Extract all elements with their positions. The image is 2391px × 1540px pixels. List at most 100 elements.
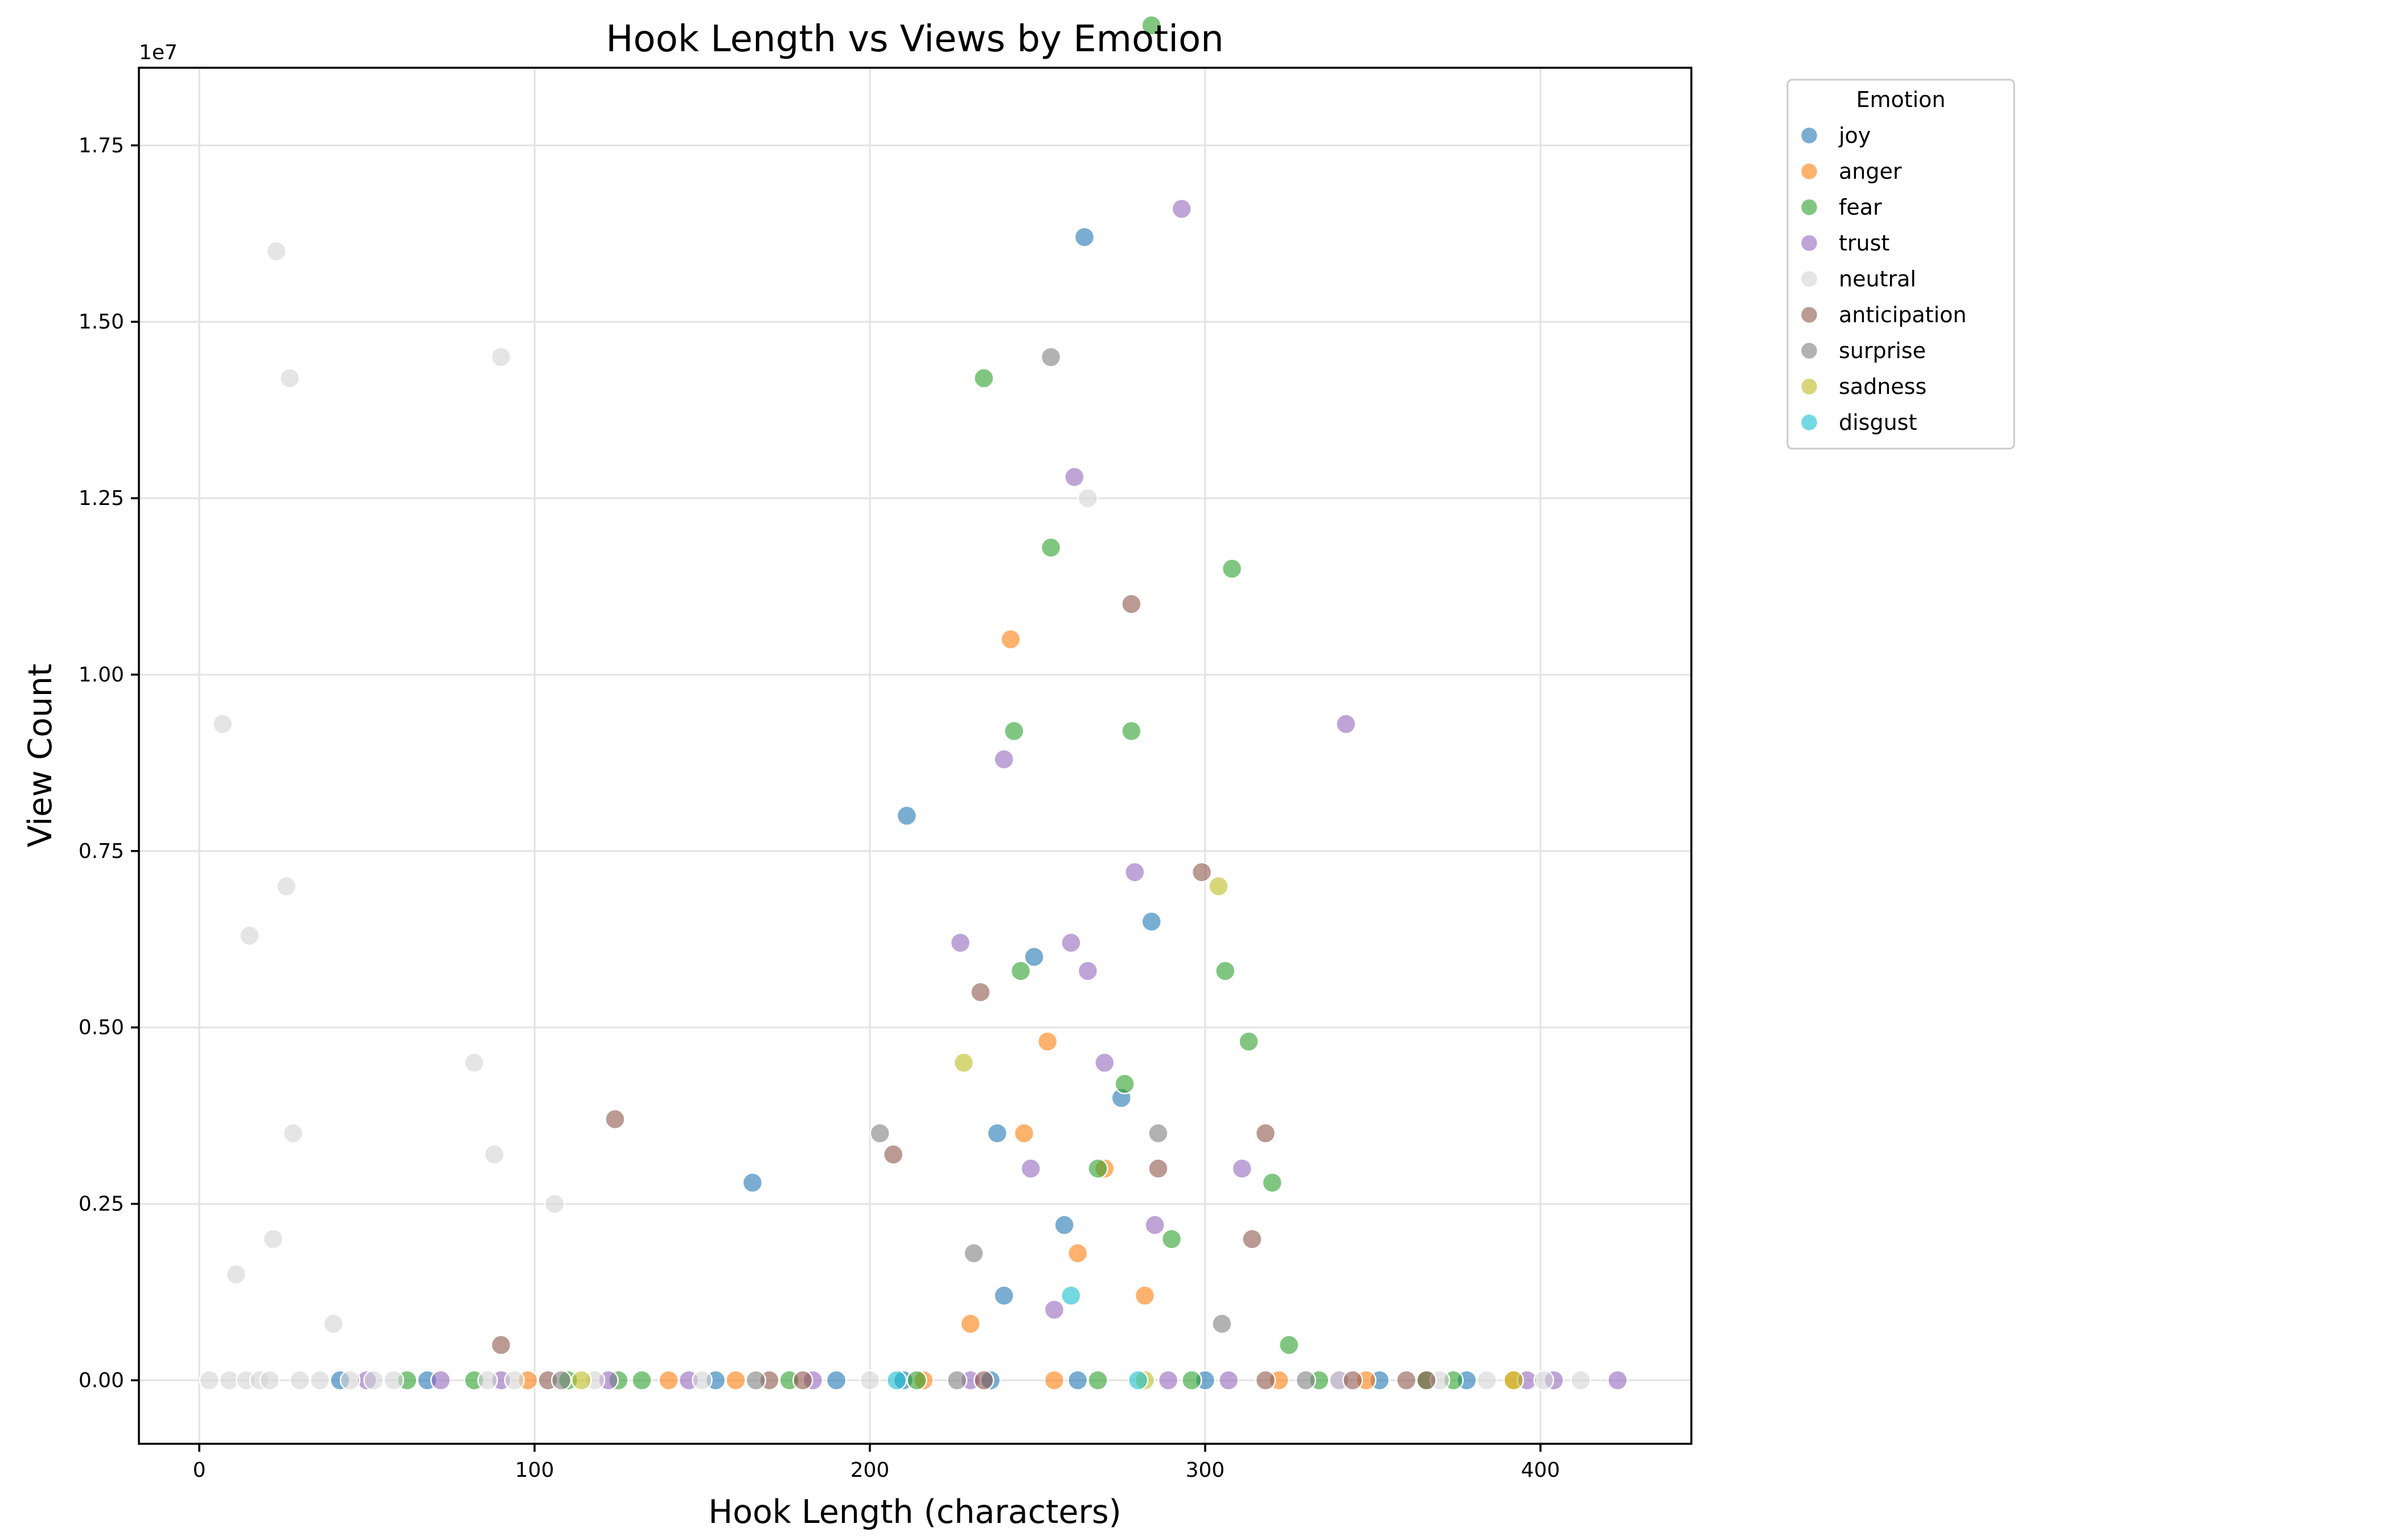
data-point-surprise bbox=[946, 1370, 968, 1391]
data-point-anger bbox=[1013, 1123, 1035, 1144]
data-point-surprise bbox=[550, 1370, 572, 1391]
data-point-neutral bbox=[490, 346, 512, 368]
data-point-surprise bbox=[745, 1370, 766, 1391]
y-tick-label: 1.00 bbox=[79, 663, 124, 687]
data-point-anticipation bbox=[973, 1370, 995, 1391]
data-point-trust bbox=[1171, 198, 1192, 220]
data-point-fear bbox=[1161, 1229, 1182, 1250]
data-point-anticipation bbox=[1242, 1229, 1263, 1250]
data-point-neutral bbox=[339, 1370, 361, 1391]
data-point-joy bbox=[1024, 946, 1045, 968]
data-point-fear bbox=[1040, 537, 1062, 558]
legend-marker-trust bbox=[1800, 233, 1819, 253]
data-point-fear bbox=[1010, 960, 1032, 982]
y-tick-label: 0.25 bbox=[79, 1193, 124, 1216]
data-point-fear bbox=[1181, 1370, 1202, 1391]
data-point-trust bbox=[430, 1370, 451, 1391]
data-point-trust bbox=[1061, 932, 1082, 954]
legend-marker-fear bbox=[1800, 198, 1819, 217]
data-point-fear bbox=[1087, 1370, 1108, 1391]
data-point-trust bbox=[1231, 1158, 1253, 1179]
x-tick-label: 400 bbox=[1521, 1459, 1560, 1482]
data-point-neutral bbox=[504, 1370, 525, 1391]
data-point-neutral bbox=[323, 1313, 344, 1334]
data-point-anticipation bbox=[1148, 1158, 1169, 1179]
data-point-trust bbox=[1020, 1158, 1041, 1179]
x-tick-label: 300 bbox=[1186, 1459, 1225, 1482]
data-point-trust bbox=[993, 749, 1014, 770]
data-point-sadness bbox=[953, 1052, 975, 1073]
data-point-trust bbox=[950, 932, 971, 954]
legend-items: joy anger fear trust neutral anticipation surp… bbox=[1800, 123, 1966, 435]
data-point-sadness bbox=[571, 1370, 592, 1391]
data-point-fear bbox=[906, 1370, 927, 1391]
data-point-surprise bbox=[1211, 1313, 1233, 1334]
data-point-anticipation bbox=[882, 1144, 904, 1165]
data-point-fear bbox=[1114, 1073, 1135, 1095]
data-point-fear bbox=[1278, 1334, 1300, 1356]
data-point-disgust bbox=[886, 1370, 907, 1391]
data-point-neutral bbox=[363, 1370, 384, 1391]
data-point-joy bbox=[1054, 1214, 1075, 1236]
data-point-neutral bbox=[477, 1370, 498, 1391]
x-tick-label: 200 bbox=[851, 1459, 890, 1482]
y-tick-label: 0.75 bbox=[79, 840, 124, 863]
data-point-neutral bbox=[692, 1370, 713, 1391]
data-point-fear bbox=[1141, 15, 1162, 36]
data-point-neutral bbox=[383, 1370, 404, 1391]
data-point-anger bbox=[658, 1370, 679, 1391]
data-point-fear bbox=[1221, 558, 1243, 580]
grid-layer bbox=[139, 68, 1691, 1444]
data-point-anticipation bbox=[605, 1108, 626, 1130]
legend-label-neutral: neutral bbox=[1839, 266, 1916, 291]
data-point-surprise bbox=[1295, 1370, 1316, 1391]
legend-marker-disgust bbox=[1800, 413, 1819, 432]
data-point-neutral bbox=[212, 713, 233, 734]
y-tick-label: 1.50 bbox=[79, 310, 124, 334]
y-tick-label: 1.25 bbox=[79, 487, 124, 510]
data-point-neutral bbox=[266, 241, 287, 262]
y-tick-label: 0.50 bbox=[79, 1016, 124, 1040]
data-point-anticipation bbox=[1396, 1370, 1417, 1391]
data-point-fear bbox=[1238, 1031, 1259, 1052]
data-point-anticipation bbox=[1255, 1123, 1276, 1144]
data-point-disgust bbox=[1127, 1370, 1149, 1391]
data-point-neutral bbox=[289, 1370, 310, 1391]
data-point-surprise bbox=[1148, 1123, 1169, 1144]
data-point-anticipation bbox=[1191, 861, 1213, 883]
legend-label-surprise: surprise bbox=[1839, 338, 1926, 363]
data-point-anger bbox=[725, 1370, 746, 1391]
data-point-neutral bbox=[309, 1370, 331, 1391]
data-point-trust bbox=[1336, 713, 1357, 734]
y-tick-label: 1.75 bbox=[79, 134, 124, 157]
data-point-neutral bbox=[463, 1052, 485, 1073]
legend-label-sadness: sadness bbox=[1839, 374, 1926, 399]
plot-area-frame bbox=[138, 67, 1692, 1445]
data-point-surprise bbox=[869, 1123, 890, 1144]
data-point-fear bbox=[631, 1370, 652, 1391]
data-point-anticipation bbox=[970, 982, 991, 1003]
data-point-anticipation bbox=[1121, 593, 1142, 615]
data-point-sadness bbox=[1208, 876, 1229, 897]
data-point-trust bbox=[1607, 1370, 1628, 1391]
legend-box bbox=[1786, 79, 2015, 450]
data-point-joy bbox=[1074, 227, 1095, 248]
chart-title: Hook Length vs Views by Emotion bbox=[606, 18, 1223, 60]
data-point-anticipation bbox=[490, 1334, 512, 1356]
data-point-neutral bbox=[1476, 1370, 1497, 1391]
legend-marker-surprise bbox=[1800, 341, 1819, 360]
data-point-trust bbox=[1124, 861, 1145, 883]
data-point-fear bbox=[1121, 720, 1142, 742]
data-point-anger bbox=[960, 1313, 981, 1334]
legend: Emotion joy anger fear trust neutral anticipa… bbox=[1786, 79, 2015, 450]
data-point-neutral bbox=[282, 1123, 304, 1144]
data-point-fear bbox=[1215, 960, 1236, 982]
data-point-anticipation bbox=[1255, 1370, 1276, 1391]
data-point-trust bbox=[1064, 466, 1085, 488]
legend-marker-neutral bbox=[1800, 269, 1819, 289]
data-point-neutral bbox=[1570, 1370, 1591, 1391]
data-point-anticipation bbox=[792, 1370, 814, 1391]
data-point-neutral bbox=[1533, 1370, 1555, 1391]
data-point-fear bbox=[1087, 1158, 1108, 1179]
